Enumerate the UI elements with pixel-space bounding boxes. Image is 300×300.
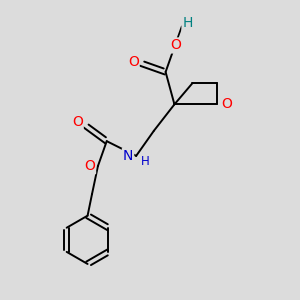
Text: H: H — [182, 16, 193, 30]
Text: O: O — [170, 38, 181, 52]
Text: N: N — [123, 149, 133, 163]
Text: H: H — [141, 155, 150, 168]
Text: O: O — [128, 55, 139, 69]
Text: O: O — [72, 115, 83, 129]
Text: O: O — [221, 98, 232, 111]
Text: O: O — [84, 159, 95, 173]
